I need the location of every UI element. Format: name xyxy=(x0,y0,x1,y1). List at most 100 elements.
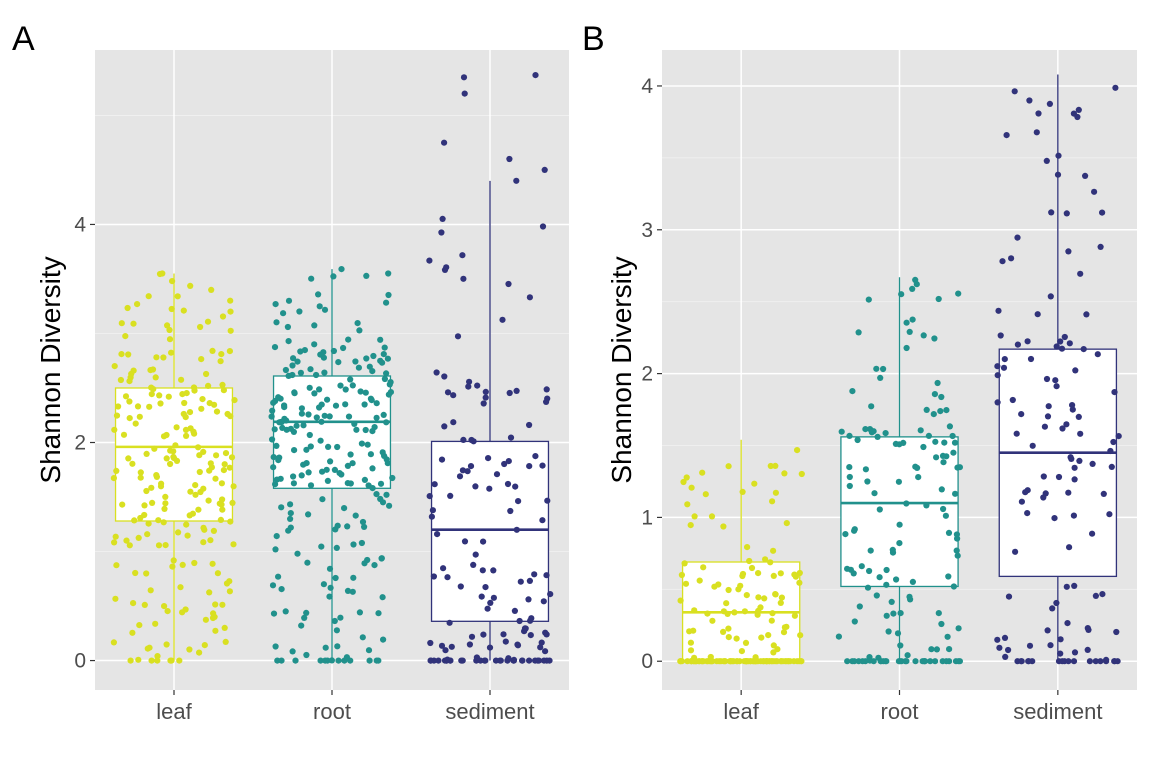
data-point xyxy=(338,266,345,273)
data-point xyxy=(212,475,219,482)
data-point xyxy=(184,532,191,539)
data-point xyxy=(182,414,189,421)
data-point xyxy=(291,390,298,397)
data-point xyxy=(768,658,775,665)
data-point xyxy=(687,639,695,646)
data-point xyxy=(770,572,777,580)
panel-a: 0 2 4 leaf root sediment Shannon Diversity A xyxy=(12,20,569,724)
data-point xyxy=(191,387,198,394)
data-point xyxy=(1066,544,1073,551)
data-point xyxy=(1111,389,1118,396)
data-point xyxy=(896,540,903,547)
data-point xyxy=(1069,402,1076,409)
data-point xyxy=(226,464,233,471)
data-point xyxy=(206,467,213,474)
data-point xyxy=(322,644,329,651)
data-point xyxy=(711,583,718,590)
data-point xyxy=(218,351,225,358)
data-point xyxy=(271,344,279,351)
data-point xyxy=(162,500,169,507)
data-point xyxy=(202,616,209,623)
data-point xyxy=(326,413,333,420)
data-point xyxy=(311,390,318,397)
data-point xyxy=(282,366,289,374)
data-point xyxy=(903,344,910,352)
data-point xyxy=(1053,599,1060,607)
data-point xyxy=(687,647,695,654)
data-point xyxy=(755,570,762,577)
data-point xyxy=(362,426,369,434)
data-point xyxy=(539,462,546,469)
data-point xyxy=(326,565,334,572)
data-point xyxy=(478,593,485,600)
data-point xyxy=(143,450,150,457)
data-point xyxy=(163,455,170,462)
data-point xyxy=(141,601,148,609)
data-point xyxy=(708,513,716,520)
data-point xyxy=(894,630,902,637)
data-point xyxy=(1059,425,1066,432)
data-point xyxy=(460,436,467,443)
data-point xyxy=(145,520,152,527)
data-point xyxy=(791,612,799,619)
data-point xyxy=(124,304,131,312)
data-point xyxy=(456,473,464,480)
data-point xyxy=(375,610,382,617)
data-point xyxy=(373,491,380,498)
data-point xyxy=(767,559,774,566)
data-point xyxy=(213,452,220,459)
data-point xyxy=(691,513,698,520)
data-point xyxy=(472,483,479,490)
y-tick-label: 2 xyxy=(74,432,86,455)
data-point xyxy=(111,539,118,546)
data-point xyxy=(296,308,303,315)
data-point xyxy=(690,658,698,665)
data-point xyxy=(273,442,280,449)
data-point xyxy=(866,654,873,661)
data-point xyxy=(303,651,310,659)
data-point xyxy=(200,485,207,492)
data-point xyxy=(739,570,747,578)
data-point xyxy=(227,327,234,334)
data-point xyxy=(1005,646,1012,654)
data-point xyxy=(466,641,473,648)
data-point xyxy=(893,576,900,583)
data-point xyxy=(229,499,236,506)
data-point xyxy=(269,436,276,443)
data-point xyxy=(704,610,711,617)
data-point xyxy=(724,610,731,618)
data-point xyxy=(502,638,509,645)
data-point xyxy=(527,632,534,639)
data-point xyxy=(347,480,354,487)
data-point xyxy=(1033,129,1040,136)
data-point xyxy=(306,384,313,391)
data-point xyxy=(332,402,340,409)
data-point xyxy=(206,589,213,596)
data-point xyxy=(482,388,489,395)
data-point xyxy=(280,310,287,317)
data-point xyxy=(377,336,384,343)
data-point xyxy=(373,657,380,664)
data-point xyxy=(904,652,911,659)
data-point xyxy=(525,596,532,603)
data-point xyxy=(377,480,385,487)
data-point xyxy=(176,657,183,664)
data-point xyxy=(505,458,512,465)
data-point xyxy=(778,594,786,601)
data-point xyxy=(275,457,282,464)
data-point xyxy=(883,566,890,574)
data-point xyxy=(890,610,897,617)
data-point xyxy=(166,326,173,334)
data-point xyxy=(448,643,455,650)
data-point xyxy=(221,461,228,468)
data-point xyxy=(920,443,927,451)
data-point xyxy=(132,420,139,427)
data-point xyxy=(298,405,305,412)
data-point xyxy=(999,258,1006,265)
data-point xyxy=(313,371,320,379)
data-point xyxy=(880,658,887,665)
y-tick-label: 2 xyxy=(641,363,653,386)
data-point xyxy=(1014,341,1022,348)
data-point xyxy=(1053,383,1060,390)
data-point xyxy=(923,406,930,413)
